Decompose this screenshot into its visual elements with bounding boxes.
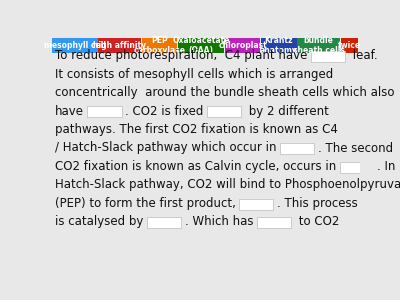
FancyBboxPatch shape (340, 162, 374, 173)
Text: by 2 different: by 2 different (245, 104, 329, 118)
Text: . CO2 is fixed: . CO2 is fixed (125, 104, 204, 118)
Text: mesophyll cell: mesophyll cell (44, 41, 106, 50)
Text: / Hatch-Slack pathway which occur in: / Hatch-Slack pathway which occur in (55, 142, 276, 154)
FancyBboxPatch shape (142, 38, 177, 53)
Text: . In: . In (378, 160, 396, 173)
Text: leaf.: leaf. (349, 49, 377, 62)
FancyBboxPatch shape (225, 38, 260, 53)
Text: Krantz
anatomy: Krantz anatomy (260, 36, 298, 55)
Text: have: have (55, 104, 84, 118)
Text: twice: twice (338, 41, 361, 50)
FancyBboxPatch shape (52, 38, 98, 53)
Text: bundle
sheath cells: bundle sheath cells (293, 36, 344, 55)
FancyBboxPatch shape (88, 106, 122, 117)
Text: . The second: . The second (318, 142, 393, 154)
Text: is catalysed by: is catalysed by (55, 215, 143, 228)
Text: To reduce photorespiration,  C4 plant have: To reduce photorespiration, C4 plant hav… (55, 49, 307, 62)
FancyBboxPatch shape (311, 51, 345, 62)
Text: Hatch-Slack pathway, CO2 will bind to Phosphoenolpyruvate: Hatch-Slack pathway, CO2 will bind to Ph… (55, 178, 400, 191)
FancyBboxPatch shape (147, 217, 181, 228)
Text: high affinity: high affinity (93, 41, 146, 50)
FancyBboxPatch shape (207, 106, 242, 117)
Text: (PEP) to form the first product,: (PEP) to form the first product, (55, 197, 236, 210)
Text: Oxaloacetate
(OAA): Oxaloacetate (OAA) (172, 36, 230, 55)
FancyBboxPatch shape (239, 199, 273, 210)
FancyBboxPatch shape (261, 38, 297, 53)
Text: PEP
carboxylase: PEP carboxylase (134, 36, 186, 55)
FancyBboxPatch shape (280, 143, 314, 154)
FancyBboxPatch shape (257, 217, 291, 228)
Text: pathways. The first CO2 fixation is known as C4: pathways. The first CO2 fixation is know… (55, 123, 338, 136)
Text: to CO2: to CO2 (295, 215, 339, 228)
Text: CO2 fixation is known as Calvin cycle, occurs in: CO2 fixation is known as Calvin cycle, o… (55, 160, 336, 173)
Text: concentrically  around the bundle sheath cells which also: concentrically around the bundle sheath … (55, 86, 394, 99)
Text: It consists of mesophyll cells which is arranged: It consists of mesophyll cells which is … (55, 68, 333, 81)
Text: . This process: . This process (277, 197, 358, 210)
FancyBboxPatch shape (98, 38, 141, 53)
FancyBboxPatch shape (297, 38, 340, 53)
FancyBboxPatch shape (178, 38, 224, 53)
FancyBboxPatch shape (341, 38, 358, 53)
Text: . Which has: . Which has (185, 215, 253, 228)
Text: chloroplast: chloroplast (218, 41, 267, 50)
